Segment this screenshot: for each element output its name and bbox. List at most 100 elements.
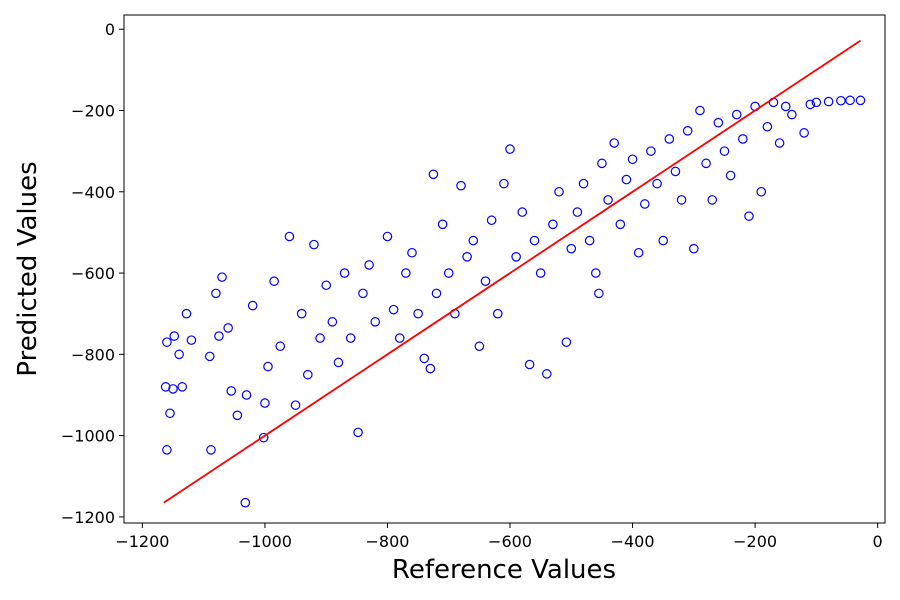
data-point [713,117,724,128]
data-point [725,170,736,181]
data-point [682,126,693,136]
data-point [174,349,184,360]
data-point [845,95,855,106]
y-tick-label: −400 [71,183,115,202]
data-point [627,154,638,165]
data-point [443,268,454,278]
data-point [428,169,439,180]
data-point [603,195,613,205]
data-point [382,231,393,242]
data-point [762,121,773,132]
data-point [640,199,650,209]
data-point [345,333,356,343]
data-point [165,408,175,419]
data-point [290,400,301,410]
y-axis-title: Predicted Values [13,161,43,376]
data-point [719,146,730,156]
data-point [177,382,188,392]
x-tick-label: −200 [733,532,777,551]
data-point [738,134,748,144]
data-point [799,128,809,138]
data-point [780,101,791,112]
data-point [554,186,564,197]
data-point [431,288,442,299]
data-point [358,288,368,299]
data-point [823,96,834,107]
data-point [388,304,399,315]
x-tick-label: 0 [873,532,883,551]
data-point [787,109,797,120]
data-point [425,363,436,374]
y-tick-label: −200 [71,102,115,121]
data-point [597,158,607,169]
data-point [258,432,269,443]
data-point [394,333,405,343]
data-point [695,105,705,116]
data-point [535,268,546,278]
data-point [524,359,535,370]
data-point [480,276,491,286]
data-point [486,215,497,226]
y-tick-label: −1000 [61,427,115,446]
data-point [609,138,619,148]
data-point [206,445,216,455]
data-point [260,398,270,408]
x-axis-ticks: −1200 −1000 −800 −600 −400 −200 0 [115,523,883,551]
data-point [232,410,243,421]
data-point [223,323,233,333]
y-tick-label: −800 [71,345,115,364]
data-point [615,219,626,230]
data-point [364,260,374,270]
plot-frame [123,14,886,524]
data-point [590,268,601,278]
data-point [186,335,197,345]
data-point [561,337,572,347]
x-tick-label: −1000 [238,532,292,551]
data-point [204,351,215,362]
data-point [774,138,785,148]
data-point [756,186,767,197]
data-point [652,178,662,189]
data-point [162,337,172,347]
data-point [370,317,381,327]
reference-line [163,39,861,504]
data-point [226,386,237,396]
data-point [162,445,172,455]
data-point [160,382,171,392]
data-point [413,308,423,319]
data-point [269,276,279,286]
data-point [407,247,417,258]
data-point [214,331,224,341]
data-point [339,268,350,278]
data-point [217,272,227,282]
y-axis-ticks: −1200 −1000 −800 −600 −400 −200 0 [61,20,124,527]
x-tick-label: −800 [365,532,409,551]
y-tick-label: −600 [71,264,115,283]
data-point [811,97,822,108]
data-point [309,239,319,250]
data-point [241,390,252,400]
data-point [169,331,180,341]
data-point [315,333,325,343]
data-point [584,235,595,246]
data-point [529,235,540,246]
data-point [468,235,479,246]
data-point [646,146,656,156]
data-point [701,158,711,169]
data-point [594,288,604,299]
data-point [284,231,295,242]
data-point [621,174,632,185]
data-point [492,308,503,319]
data-point [664,134,675,144]
data-point [353,427,363,438]
data-point [474,341,485,352]
data-point [676,195,687,205]
data-point [633,247,644,258]
data-point [263,361,273,372]
data-point [578,178,589,189]
data-point [517,207,528,217]
data-point [855,95,866,106]
data-point [181,308,192,319]
data-point [240,497,251,508]
